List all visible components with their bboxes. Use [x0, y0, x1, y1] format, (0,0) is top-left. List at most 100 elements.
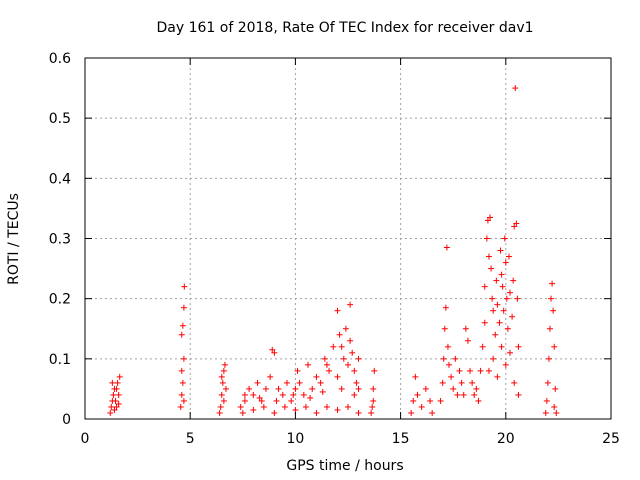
data-point	[422, 385, 429, 392]
y-tick-label: 0.5	[49, 111, 71, 127]
data-point	[239, 409, 246, 416]
data-point	[349, 349, 356, 356]
data-point	[300, 391, 307, 398]
data-point	[507, 349, 514, 356]
data-point	[217, 403, 224, 410]
data-point	[317, 379, 324, 386]
data-point	[114, 379, 121, 386]
data-point	[178, 331, 185, 338]
data-point	[450, 385, 457, 392]
data-point	[281, 403, 288, 410]
data-point	[111, 406, 118, 413]
data-point	[254, 379, 261, 386]
data-point	[512, 85, 519, 92]
data-point	[544, 379, 551, 386]
data-point	[262, 385, 269, 392]
data-point	[452, 355, 459, 362]
data-point	[412, 373, 419, 380]
data-point	[351, 367, 358, 374]
data-point	[473, 385, 480, 392]
data-point	[108, 403, 115, 410]
data-point	[510, 277, 517, 284]
data-point	[342, 325, 349, 332]
data-point	[507, 289, 514, 296]
data-point	[177, 403, 184, 410]
data-point	[490, 355, 497, 362]
y-axis-title: ROTI / TECUs	[6, 193, 22, 285]
data-point	[471, 391, 478, 398]
data-point	[485, 367, 492, 374]
data-point	[319, 388, 326, 395]
data-point	[439, 379, 446, 386]
data-point	[305, 361, 312, 368]
data-points	[107, 85, 560, 416]
data-point	[334, 307, 341, 314]
y-tick-label: 0.3	[49, 232, 71, 248]
chart-title: Day 161 of 2018, Rate Of TEC Index for r…	[156, 20, 533, 36]
data-point	[408, 409, 415, 416]
data-point	[271, 349, 278, 356]
data-point	[241, 391, 248, 398]
y-tick-labels: 0 0.1 0.2 0.3 0.4 0.5 0.6	[49, 51, 71, 428]
data-point	[498, 271, 505, 278]
data-point	[442, 304, 449, 311]
y-tick-label: 0	[62, 412, 71, 428]
x-tick-label: 10	[286, 431, 304, 447]
data-point	[485, 253, 492, 260]
data-point	[427, 397, 434, 404]
data-point	[501, 235, 508, 242]
data-point	[514, 295, 521, 302]
data-point	[551, 343, 558, 350]
data-point	[334, 373, 341, 380]
data-point	[445, 361, 452, 368]
data-point	[488, 265, 495, 272]
data-point	[309, 385, 316, 392]
data-point	[323, 403, 330, 410]
data-point	[369, 403, 376, 410]
data-point	[515, 343, 522, 350]
data-point	[180, 355, 187, 362]
data-point	[351, 391, 358, 398]
y-tick-label: 0.4	[49, 171, 71, 187]
data-point	[112, 397, 119, 404]
data-point	[292, 406, 299, 413]
data-point	[321, 355, 328, 362]
data-point	[218, 373, 225, 380]
data-point	[338, 343, 345, 350]
data-point	[511, 223, 518, 230]
data-point	[484, 217, 491, 224]
data-point	[116, 373, 123, 380]
data-point	[267, 373, 274, 380]
y-tick-label: 0.1	[49, 352, 71, 368]
data-point	[441, 325, 448, 332]
data-point	[371, 367, 378, 374]
data-point	[338, 385, 345, 392]
data-point	[454, 391, 461, 398]
data-point	[307, 394, 314, 401]
data-point	[275, 385, 282, 392]
data-point	[323, 361, 330, 368]
data-point	[477, 367, 484, 374]
data-point	[553, 409, 560, 416]
data-point	[313, 409, 320, 416]
data-point	[493, 277, 500, 284]
data-point	[216, 409, 223, 416]
data-point	[250, 391, 257, 398]
data-point	[178, 367, 185, 374]
data-point	[345, 403, 351, 410]
data-point	[113, 403, 120, 410]
data-point	[279, 391, 286, 398]
data-point	[545, 355, 552, 362]
data-point	[181, 283, 188, 290]
x-tick-label: 20	[497, 431, 515, 447]
data-point	[334, 406, 341, 413]
data-point	[370, 385, 377, 392]
data-point	[220, 397, 227, 404]
data-point	[552, 385, 559, 392]
data-point	[492, 331, 499, 338]
data-point	[370, 397, 377, 404]
data-point	[241, 397, 248, 404]
data-point	[258, 397, 265, 404]
